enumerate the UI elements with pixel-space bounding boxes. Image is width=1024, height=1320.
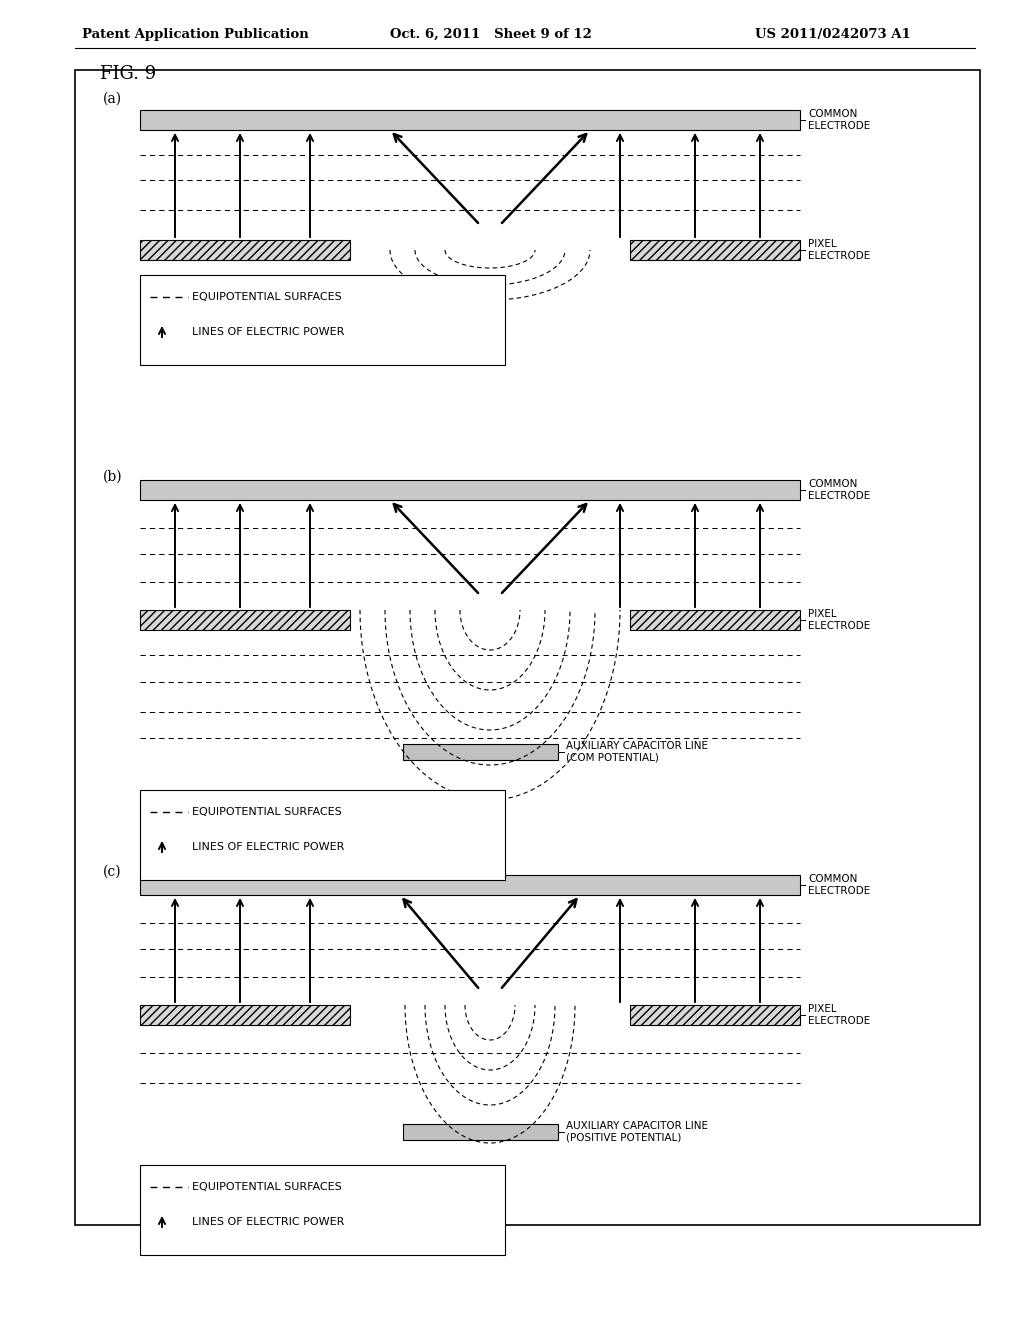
Text: LINES OF ELECTRIC POWER: LINES OF ELECTRIC POWER: [193, 327, 344, 337]
Text: FIG. 9: FIG. 9: [100, 65, 157, 83]
Text: LINES OF ELECTRIC POWER: LINES OF ELECTRIC POWER: [193, 1217, 344, 1228]
Bar: [140, 875, 800, 895]
Bar: [140, 789, 505, 880]
Text: (b): (b): [103, 470, 123, 484]
Bar: [140, 275, 505, 366]
Text: EQUIPOTENTIAL SURFACES: EQUIPOTENTIAL SURFACES: [193, 1181, 342, 1192]
Bar: [630, 1005, 800, 1026]
Text: AUXILIARY CAPACITOR LINE
(COM POTENTIAL): AUXILIARY CAPACITOR LINE (COM POTENTIAL): [566, 742, 708, 763]
Text: EQUIPOTENTIAL SURFACES: EQUIPOTENTIAL SURFACES: [193, 807, 342, 817]
Bar: [630, 240, 800, 260]
Bar: [140, 480, 800, 500]
Text: Oct. 6, 2011   Sheet 9 of 12: Oct. 6, 2011 Sheet 9 of 12: [390, 28, 592, 41]
Text: AUXILIARY CAPACITOR LINE
(POSITIVE POTENTIAL): AUXILIARY CAPACITOR LINE (POSITIVE POTEN…: [566, 1121, 708, 1143]
Bar: [403, 744, 558, 760]
Text: COMMON
ELECTRODE: COMMON ELECTRODE: [808, 874, 870, 896]
Bar: [75, 70, 980, 1225]
Bar: [403, 1125, 558, 1140]
Bar: [140, 240, 350, 260]
Text: PIXEL
ELECTRODE: PIXEL ELECTRODE: [808, 610, 870, 631]
Bar: [140, 610, 350, 630]
Text: US 2011/0242073 A1: US 2011/0242073 A1: [755, 28, 910, 41]
Bar: [140, 1166, 505, 1255]
Text: COMMON
ELECTRODE: COMMON ELECTRODE: [808, 110, 870, 131]
Bar: [140, 110, 800, 129]
Text: COMMON
ELECTRODE: COMMON ELECTRODE: [808, 479, 870, 500]
Text: (a): (a): [103, 92, 122, 106]
Text: Patent Application Publication: Patent Application Publication: [82, 28, 309, 41]
Text: PIXEL
ELECTRODE: PIXEL ELECTRODE: [808, 1005, 870, 1026]
Text: (c): (c): [103, 865, 122, 879]
Text: EQUIPOTENTIAL SURFACES: EQUIPOTENTIAL SURFACES: [193, 292, 342, 302]
Text: LINES OF ELECTRIC POWER: LINES OF ELECTRIC POWER: [193, 842, 344, 851]
Bar: [140, 1005, 350, 1026]
Bar: [630, 610, 800, 630]
Text: PIXEL
ELECTRODE: PIXEL ELECTRODE: [808, 239, 870, 261]
